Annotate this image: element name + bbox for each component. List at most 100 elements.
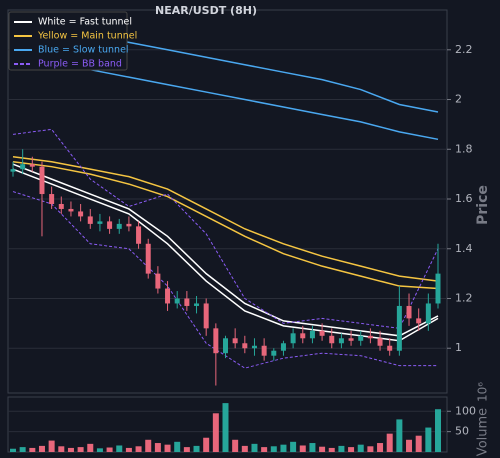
candle-body [10, 169, 16, 172]
volume-bar [203, 437, 210, 452]
candle-body [377, 338, 383, 346]
volume-bar [338, 445, 345, 452]
candle-body [174, 298, 180, 304]
candle-body [68, 208, 74, 212]
chart-title: NEAR/USDT (8H) [155, 4, 257, 17]
candle-body [145, 243, 151, 274]
candle-body [290, 333, 296, 344]
volume-bar [415, 435, 422, 452]
candle-body [319, 330, 325, 336]
volume-bar [48, 440, 55, 452]
volume-bar [145, 439, 152, 452]
volume-bar [290, 441, 297, 452]
candle-body [29, 164, 35, 167]
volume-bar [183, 447, 190, 452]
candle-body [387, 345, 393, 351]
volume-bar [309, 443, 316, 452]
y-tick-label: 2 [455, 93, 462, 106]
volume-bar [319, 446, 326, 452]
candle-body [416, 318, 422, 324]
candle-body [39, 166, 45, 195]
tunnel-line [12, 168, 439, 342]
candle-body [261, 345, 267, 356]
candle-body [367, 335, 373, 339]
candle-body [425, 303, 431, 324]
volume-bar [425, 427, 432, 452]
candle-body [49, 194, 55, 204]
y-axis-label: Price [475, 185, 491, 225]
y-tick-label: 1.8 [455, 142, 473, 155]
legend-label: White = Fast tunnel [38, 17, 132, 28]
tunnel-line [12, 128, 439, 329]
y-tick-label: 2.2 [455, 43, 473, 56]
candle-body [87, 216, 93, 224]
volume-bar [241, 445, 248, 452]
candle-body [435, 273, 441, 304]
candle-body [107, 221, 113, 229]
volume-bar [299, 445, 306, 452]
candle-body [271, 350, 277, 356]
candle-body [396, 305, 402, 351]
candle-body [213, 328, 219, 354]
volume-bar [77, 447, 84, 452]
volume-bar [58, 446, 65, 452]
legend-label: Yellow = Main tunnel [37, 31, 137, 42]
volume-bar [116, 445, 123, 452]
candle-body [406, 305, 412, 319]
volume-bar [367, 446, 374, 452]
volume-bar [154, 443, 161, 452]
volume-bar [67, 447, 74, 452]
volume-bar [357, 444, 364, 452]
candle-body [203, 303, 209, 329]
candle-body [78, 211, 84, 217]
volume-bar [106, 447, 113, 452]
candle-body [194, 303, 200, 306]
volume-bar [280, 444, 287, 452]
y-tick-label: 1.2 [455, 291, 473, 304]
volume-bar [348, 447, 355, 452]
candle-body [223, 338, 228, 354]
volume-bar [222, 403, 229, 452]
volume-bar [38, 445, 45, 452]
volume-bar [10, 448, 16, 452]
candle-body [309, 330, 315, 339]
volume-bar [96, 448, 103, 452]
candle-body [97, 221, 103, 224]
y-tick-label: 1.4 [455, 242, 473, 255]
candle-body [20, 164, 26, 170]
candle-body [300, 333, 306, 339]
volume-bar [261, 447, 268, 452]
volume-bar [435, 409, 441, 452]
volume-bar [396, 419, 403, 452]
volume-bar [386, 433, 393, 452]
y-tick-label: 50 [455, 425, 469, 438]
volume-bar [328, 447, 335, 452]
legend-box [8, 11, 128, 71]
tunnel-line [12, 155, 439, 282]
y-tick-label: 1 [455, 341, 462, 354]
legend-label: Purple = BB band [38, 59, 122, 70]
volume-bar [125, 447, 132, 452]
legend-label: Blue = Slow tunnel [38, 45, 129, 56]
volume-bar [270, 446, 277, 452]
volume-bar [174, 441, 181, 452]
volume-bar [251, 443, 258, 452]
candle-body [126, 223, 132, 227]
volume-bar [87, 443, 94, 452]
volume-bar [406, 439, 413, 452]
y-tick-label: 1.6 [455, 192, 473, 205]
price-panel [7, 9, 448, 394]
candle-body [232, 338, 238, 344]
candle-body [251, 345, 257, 349]
candle-body [155, 273, 161, 289]
volume-bar [29, 447, 36, 452]
offset-text: 10⁶ [476, 382, 490, 402]
y-tick-label: 100 [455, 404, 476, 417]
volume-bar [193, 445, 200, 452]
volume-bar [164, 444, 171, 452]
candle-body [338, 338, 344, 344]
candle-body [136, 226, 142, 244]
volume-bar [135, 446, 142, 452]
